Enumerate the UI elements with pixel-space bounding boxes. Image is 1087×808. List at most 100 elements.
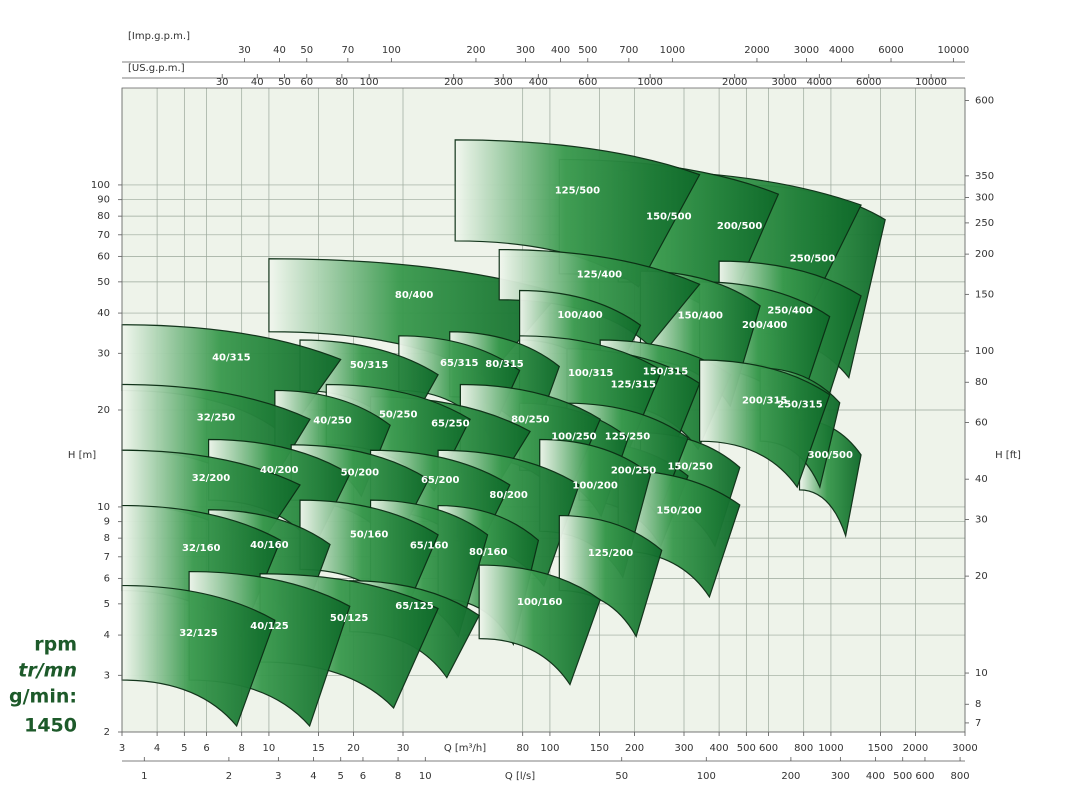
region-label: 40/125: [250, 621, 288, 632]
region-label: 100/250: [551, 432, 596, 443]
q-axis-tick-label: 300: [494, 77, 513, 88]
q-axis-tick-label: 6000: [856, 77, 881, 88]
region-label: 40/315: [212, 353, 250, 364]
q-axis-tick-label: 300: [516, 45, 535, 56]
region-label: 65/315: [440, 358, 478, 369]
x-tick-label: 5: [181, 743, 187, 754]
region-label: 125/500: [555, 185, 600, 196]
q-axis-tick-label: 2000: [722, 77, 747, 88]
speed-label: rpm: [34, 634, 77, 656]
region-label: 150/315: [643, 367, 688, 378]
region-label: 50/160: [350, 530, 388, 541]
y-tick-label: 20: [97, 405, 110, 416]
q-axis-tick-label: 800: [951, 771, 970, 782]
y-tick-label: 60: [97, 251, 110, 262]
q-axis-tick-label: 4: [310, 771, 316, 782]
region-label: 125/250: [605, 432, 650, 443]
region-label: 40/250: [313, 415, 351, 426]
q-axis-tick-label: 600: [915, 771, 934, 782]
region-label: 50/125: [330, 613, 368, 624]
region-label: 80/250: [511, 415, 549, 426]
region-label: 150/200: [656, 506, 701, 517]
region-label: 200/400: [742, 320, 787, 331]
region-label: 125/400: [577, 270, 622, 281]
q-axis-tick-label: 80: [336, 77, 349, 88]
y-tick-label: 50: [97, 277, 110, 288]
x-tick-label: 6: [203, 743, 209, 754]
region-label: 200/315: [742, 396, 787, 407]
speed-value: 1450: [24, 715, 77, 737]
x-tick-label: 80: [516, 743, 529, 754]
y-tick-label: 40: [97, 308, 110, 319]
q-axis-tick-label: 30: [238, 45, 251, 56]
y-tick-label: 6: [104, 573, 110, 584]
q-axis-tick-label: 700: [619, 45, 638, 56]
y2-tick-label: 350: [975, 171, 994, 182]
y-tick-label: 2: [104, 727, 110, 738]
region-label: 300/500: [808, 450, 853, 461]
region-label: 65/160: [410, 540, 448, 551]
y2-tick-label: 30: [975, 514, 988, 525]
region-label: 100/400: [557, 310, 602, 321]
x-tick-label: 600: [759, 743, 778, 754]
region-label: 150/250: [667, 461, 712, 472]
x-tick-label: 20: [347, 743, 360, 754]
region-label: 80/160: [469, 547, 507, 558]
y-axis-label: H [m]: [68, 450, 96, 461]
q-axis-tick-label: 2: [226, 771, 232, 782]
x-tick-label: 800: [794, 743, 813, 754]
x-tick-label: 30: [397, 743, 410, 754]
region-label: 125/200: [588, 548, 633, 559]
y-tick-label: 4: [104, 630, 110, 641]
q-axis-tick-label: 10: [419, 771, 432, 782]
q-axis-label: Q [l/s]: [505, 771, 535, 782]
x-tick-label: 400: [710, 743, 729, 754]
q-axis-tick-label: 60: [300, 77, 313, 88]
q-axis-tick-label: 100: [360, 77, 379, 88]
axes: 3 4 5 6 8 10 15 20 30 80 100 150 200 300 400 500 600 800 1…: [91, 31, 994, 782]
region-label: 50/250: [379, 410, 417, 421]
y2-tick-label: 200: [975, 249, 994, 260]
q-axis-tick-label: 200: [444, 77, 463, 88]
x-tick-label: 100: [540, 743, 559, 754]
q-axis-tick-label: 4000: [807, 77, 832, 88]
x-tick-label: 200: [625, 743, 644, 754]
x-tick-label: 8: [239, 743, 245, 754]
y-tick-label: 7: [104, 552, 110, 563]
region-label: 32/160: [182, 543, 220, 554]
q-axis-tick-label: 600: [578, 77, 597, 88]
q-axis-tick-label: 4000: [829, 45, 854, 56]
q-axis-tick-label: 1000: [660, 45, 685, 56]
q-axis-tick-label: 2000: [744, 45, 769, 56]
region-label: 50/200: [341, 467, 379, 478]
y-tick-label: 9: [104, 517, 110, 528]
region-label: 32/125: [179, 628, 217, 639]
y-tick-label: 70: [97, 230, 110, 241]
q-axis-tick-label: 40: [273, 45, 286, 56]
q-axis-tick-label: 50: [615, 771, 628, 782]
y2-tick-label: 300: [975, 192, 994, 203]
y2-tick-label: 150: [975, 289, 994, 300]
y2-tick-label: 10: [975, 668, 988, 679]
region-label: 250/500: [790, 253, 835, 264]
q-axis-tick-label: 50: [278, 77, 291, 88]
q-axis-tick-label: 10000: [915, 77, 947, 88]
region-label: 65/200: [421, 475, 459, 486]
y2-tick-label: 40: [975, 474, 988, 485]
y2-tick-label: 60: [975, 417, 988, 428]
x-tick-label: 1000: [818, 743, 843, 754]
region-label: 80/400: [395, 290, 433, 301]
q-axis-tick-label: 500: [893, 771, 912, 782]
x-tick-label: 300: [674, 743, 693, 754]
y2-tick-label: 250: [975, 218, 994, 229]
y-tick-label: 80: [97, 211, 110, 222]
x-tick-label: 10: [263, 743, 276, 754]
q-axis-tick-label: 400: [866, 771, 885, 782]
region-label: 200/500: [717, 221, 762, 232]
pump-region: [121, 584, 276, 728]
y2-tick-label: 600: [975, 95, 994, 106]
q-axis-tick-label: 200: [466, 45, 485, 56]
y-tick-label: 90: [97, 195, 110, 206]
y2-tick-label: 80: [975, 377, 988, 388]
